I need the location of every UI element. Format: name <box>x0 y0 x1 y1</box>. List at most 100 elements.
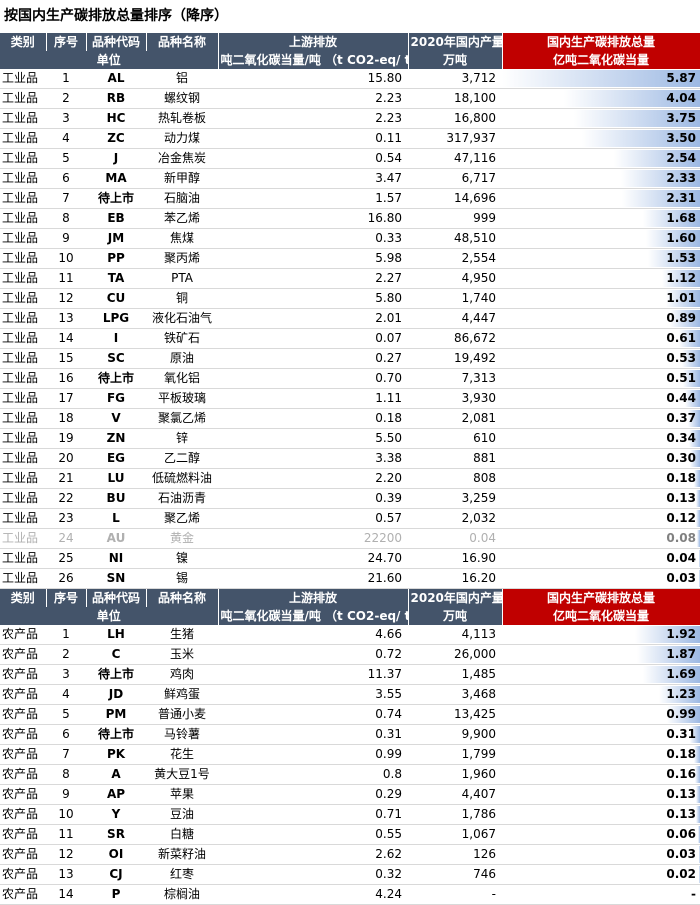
row-code: V <box>86 409 146 429</box>
page-title: 按国内生产碳排放总量排序（降序） <box>4 5 228 25</box>
total-value: 5.87 <box>666 69 696 88</box>
row-category: 工业品 <box>0 509 46 529</box>
row-total: 0.34 <box>502 429 700 449</box>
total-value: 0.04 <box>666 549 696 568</box>
row-upstream: 0.33 <box>218 229 408 249</box>
row-total: 1.60 <box>502 229 700 249</box>
row-seq: 10 <box>46 249 86 269</box>
header-unit: 单位 <box>0 607 218 625</box>
row-seq: 11 <box>46 269 86 289</box>
row-name: 棕榈油 <box>146 885 218 905</box>
row-code: HC <box>86 109 146 129</box>
row-total: 0.18 <box>502 745 700 765</box>
row-name: 冶金焦炭 <box>146 149 218 169</box>
row-upstream: 0.39 <box>218 489 408 509</box>
row-upstream: 2.20 <box>218 469 408 489</box>
header-upstream-unit: 吨二氧化碳当量/吨 （t CO2-eq/ t) <box>218 607 408 625</box>
row-category: 农产品 <box>0 645 46 665</box>
header-production: 2020年国内产量 <box>408 33 502 51</box>
row-seq: 4 <box>46 685 86 705</box>
row-name: 新菜籽油 <box>146 845 218 865</box>
row-production: 16.90 <box>408 549 502 569</box>
row-seq: 5 <box>46 149 86 169</box>
row-seq: 3 <box>46 109 86 129</box>
row-seq: 21 <box>46 469 86 489</box>
row-seq: 4 <box>46 129 86 149</box>
row-name: 新甲醇 <box>146 169 218 189</box>
row-seq: 26 <box>46 569 86 589</box>
row-total: 2.31 <box>502 189 700 209</box>
row-total: 1.12 <box>502 269 700 289</box>
row-code: SC <box>86 349 146 369</box>
total-value: 0.18 <box>666 469 696 488</box>
header-total: 国内生产碳排放总量 <box>502 589 700 607</box>
row-production: 48,510 <box>408 229 502 249</box>
row-seq: 2 <box>46 645 86 665</box>
total-value: 0.12 <box>666 509 696 528</box>
header-row: 类别 序号 品种代码 品种名称 上游排放 2020年国内产量 国内生产碳排放总量 <box>0 33 700 51</box>
row-category: 农产品 <box>0 685 46 705</box>
total-value: 0.02 <box>666 865 696 884</box>
row-name: 黄金 <box>146 529 218 549</box>
row-seq: 15 <box>46 349 86 369</box>
row-total: 0.08 <box>502 529 700 549</box>
row-category: 工业品 <box>0 149 46 169</box>
row-production: 1,740 <box>408 289 502 309</box>
row-production: 4,447 <box>408 309 502 329</box>
total-value: 0.03 <box>666 845 696 864</box>
row-code: Y <box>86 805 146 825</box>
row-name: 锡 <box>146 569 218 589</box>
row-upstream: 0.74 <box>218 705 408 725</box>
row-category: 农产品 <box>0 665 46 685</box>
row-name: 聚丙烯 <box>146 249 218 269</box>
row-production: 1,960 <box>408 765 502 785</box>
header-name: 品种名称 <box>146 589 218 607</box>
total-value: 0.08 <box>666 529 696 548</box>
total-value: 0.13 <box>666 805 696 824</box>
row-production: 2,032 <box>408 509 502 529</box>
row-name: 苹果 <box>146 785 218 805</box>
row-seq: 9 <box>46 785 86 805</box>
row-upstream: 1.11 <box>218 389 408 409</box>
row-name: 石脑油 <box>146 189 218 209</box>
row-seq: 10 <box>46 805 86 825</box>
row-seq: 25 <box>46 549 86 569</box>
row-production: 6,717 <box>408 169 502 189</box>
row-category: 农产品 <box>0 625 46 645</box>
row-category: 农产品 <box>0 825 46 845</box>
row-name: 热轧卷板 <box>146 109 218 129</box>
row-production: 999 <box>408 209 502 229</box>
total-bar <box>696 786 700 803</box>
row-upstream: 1.57 <box>218 189 408 209</box>
row-code: PK <box>86 745 146 765</box>
row-total: 0.89 <box>502 309 700 329</box>
row-production: 1,786 <box>408 805 502 825</box>
row-total: 0.30 <box>502 449 700 469</box>
row-category: 工业品 <box>0 449 46 469</box>
row-category: 工业品 <box>0 189 46 209</box>
row-seq: 20 <box>46 449 86 469</box>
row-category: 工业品 <box>0 469 46 489</box>
row-code: LH <box>86 625 146 645</box>
row-production: 0.04 <box>408 529 502 549</box>
row-name: 氧化铝 <box>146 369 218 389</box>
total-value: 1.23 <box>666 685 696 704</box>
row-category: 工业品 <box>0 169 46 189</box>
row-total: 0.51 <box>502 369 700 389</box>
row-production: 4,407 <box>408 785 502 805</box>
row-code: 待上市 <box>86 725 146 745</box>
row-total: 1.53 <box>502 249 700 269</box>
row-production: 9,900 <box>408 725 502 745</box>
row-total: 0.37 <box>502 409 700 429</box>
row-seq: 8 <box>46 209 86 229</box>
